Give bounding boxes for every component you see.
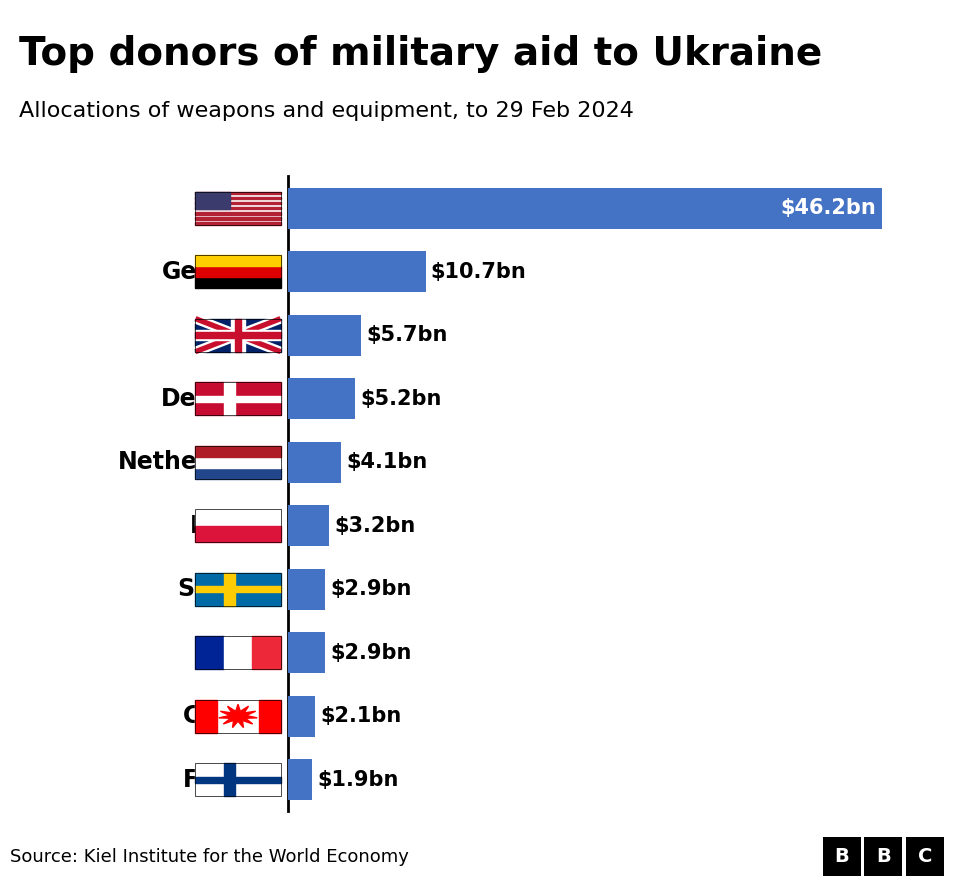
Text: Canada: Canada	[183, 704, 281, 729]
Bar	[231, 318, 245, 352]
Bar	[288, 569, 325, 609]
Bar	[196, 457, 280, 467]
Bar	[288, 632, 325, 673]
Text: Allocations of weapons and equipment, to 29 Feb 2024: Allocations of weapons and equipment, to…	[19, 101, 634, 122]
Bar	[196, 191, 280, 225]
Bar	[196, 396, 280, 401]
Bar	[196, 572, 280, 606]
Bar	[234, 318, 241, 352]
FancyBboxPatch shape	[823, 837, 860, 877]
Text: UK: UK	[244, 323, 281, 348]
Bar	[196, 277, 280, 288]
Text: Sweden: Sweden	[177, 577, 281, 602]
Bar	[196, 763, 280, 796]
Bar	[196, 509, 280, 542]
Bar	[196, 207, 280, 209]
Bar	[196, 197, 280, 199]
Bar	[196, 587, 280, 592]
Bar	[224, 763, 234, 796]
Text: Source: Kiel Institute for the World Economy: Source: Kiel Institute for the World Eco…	[10, 848, 408, 866]
Bar	[196, 318, 280, 352]
Bar	[196, 382, 280, 415]
Bar	[196, 763, 280, 796]
Text: Germany: Germany	[161, 259, 281, 284]
Bar	[196, 255, 280, 266]
Bar	[288, 505, 329, 546]
Bar	[259, 699, 280, 733]
Bar	[196, 202, 280, 205]
Bar	[196, 509, 280, 526]
Bar	[224, 382, 234, 415]
Text: $5.2bn: $5.2bn	[360, 389, 442, 408]
Bar	[196, 191, 280, 225]
Bar	[196, 266, 280, 277]
Text: $46.2bn: $46.2bn	[780, 198, 876, 218]
Text: $2.9bn: $2.9bn	[330, 643, 412, 662]
Bar	[196, 333, 280, 338]
Text: $3.2bn: $3.2bn	[334, 516, 416, 535]
Text: C: C	[918, 848, 932, 866]
Bar	[196, 699, 280, 733]
Bar	[196, 318, 280, 352]
Bar	[288, 251, 425, 292]
Bar	[196, 222, 280, 225]
Bar	[288, 442, 341, 482]
Bar	[196, 636, 224, 669]
Bar	[288, 696, 315, 736]
Text: $1.9bn: $1.9bn	[318, 770, 399, 789]
Polygon shape	[219, 705, 257, 728]
Bar	[196, 217, 280, 220]
Text: Denmark: Denmark	[161, 386, 281, 411]
Bar	[196, 699, 280, 733]
Bar	[196, 191, 229, 209]
Bar	[196, 526, 280, 542]
Text: $10.7bn: $10.7bn	[431, 262, 526, 281]
Text: $4.1bn: $4.1bn	[346, 452, 427, 472]
Bar	[288, 188, 882, 228]
Text: B: B	[834, 848, 849, 866]
Bar	[196, 777, 280, 782]
FancyBboxPatch shape	[906, 837, 945, 877]
Bar	[196, 445, 280, 479]
Bar	[196, 699, 217, 733]
Bar	[196, 467, 280, 479]
Text: Finland: Finland	[182, 767, 281, 792]
Bar	[196, 212, 280, 214]
Text: Poland: Poland	[190, 513, 281, 538]
Bar	[224, 572, 234, 606]
Bar	[224, 636, 252, 669]
Bar	[288, 759, 312, 800]
Text: $2.1bn: $2.1bn	[320, 706, 401, 726]
Bar	[196, 572, 280, 606]
Bar	[196, 636, 280, 669]
Bar	[288, 315, 361, 355]
Text: US: US	[246, 196, 281, 220]
Text: Top donors of military aid to Ukraine: Top donors of military aid to Ukraine	[19, 35, 823, 73]
Bar	[196, 382, 280, 415]
Text: $2.9bn: $2.9bn	[330, 579, 412, 599]
Bar	[196, 255, 280, 288]
Bar	[252, 636, 280, 669]
Text: $5.7bn: $5.7bn	[367, 325, 448, 345]
FancyBboxPatch shape	[864, 837, 902, 877]
Text: B: B	[876, 848, 891, 866]
Bar	[288, 378, 355, 419]
Bar	[196, 445, 280, 457]
Text: Netherlands: Netherlands	[118, 450, 281, 475]
Bar	[196, 191, 280, 194]
Text: France: France	[193, 640, 281, 665]
Bar	[196, 330, 280, 340]
